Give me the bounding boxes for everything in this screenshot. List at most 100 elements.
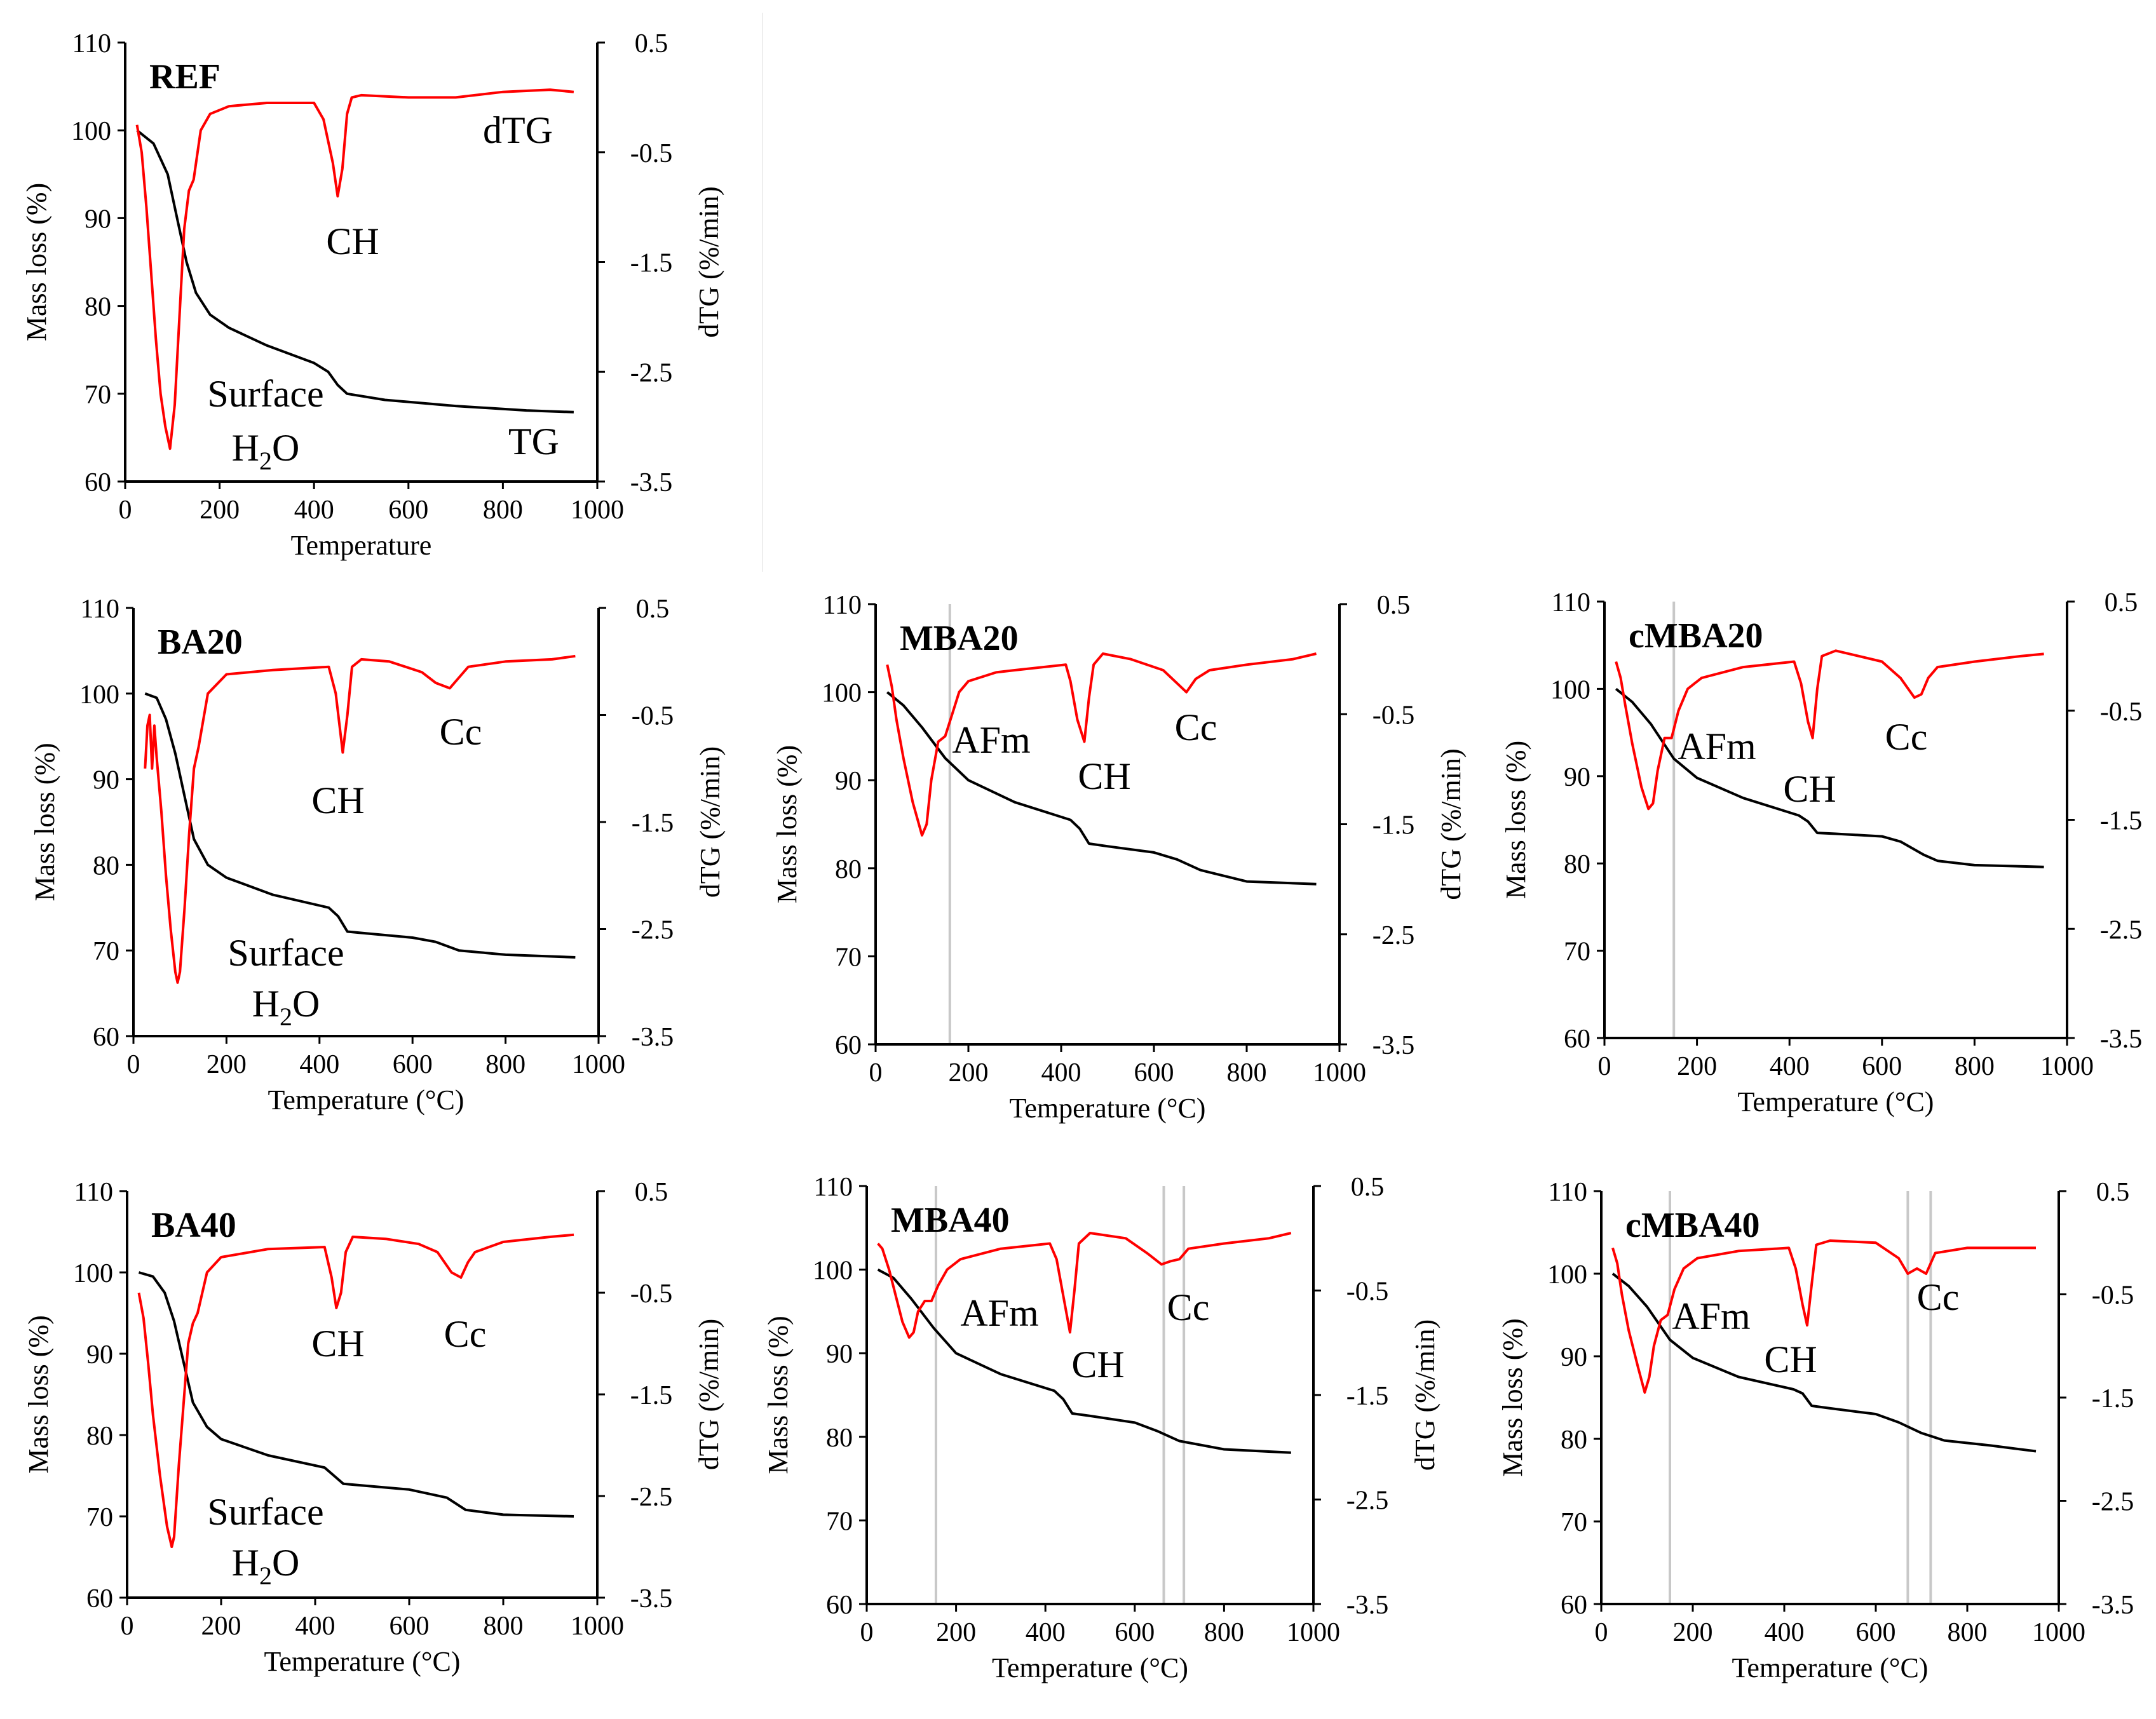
y2-tick-label: -2.5: [632, 916, 674, 945]
y2-axis-label: dTG (%/min): [693, 1319, 724, 1470]
y-tick-label: 110: [72, 29, 111, 58]
y-tick-label: 60: [86, 1584, 113, 1614]
y2-tick-label: 0.5: [635, 1178, 668, 1207]
x-tick-label: 1000: [571, 495, 624, 525]
y-tick-label: 70: [93, 937, 119, 966]
annotation-label: Cc: [1885, 716, 1928, 758]
panel-title: MBA20: [900, 619, 1019, 658]
annotation-label: H2O: [232, 1542, 300, 1590]
x-axis-label: Temperature (°C): [1010, 1093, 1206, 1124]
y-tick-label: 100: [822, 679, 862, 708]
annotation-label: AFm: [960, 1292, 1038, 1334]
x-tick-label: 800: [1955, 1052, 1995, 1081]
panel-ba20: 0 200 400 600 800 1000 60 70 80 90 100 110 -3.5 -2.5 -…: [29, 595, 726, 1116]
y2-tick-label: 0.5: [635, 29, 668, 58]
x-tick-label: 600: [1115, 1618, 1155, 1647]
x-tick-label: 400: [1041, 1058, 1081, 1088]
y2-tick-label: 0.5: [2105, 588, 2138, 617]
panel-title: cMBA40: [1625, 1206, 1760, 1245]
y-tick-label: 110: [81, 595, 119, 624]
x-tick-label: 200: [207, 1050, 247, 1079]
y-tick-label: 80: [85, 293, 111, 322]
tg-line: [136, 129, 574, 414]
y-tick-label: 100: [71, 117, 111, 146]
x-tick-label: 1000: [2040, 1052, 2094, 1081]
y2-tick-label: -3.5: [2100, 1025, 2143, 1054]
panel-title: REF: [149, 57, 220, 97]
x-axis-label: Temperature: [291, 530, 432, 561]
x-tick-label: 600: [1856, 1618, 1896, 1647]
annotation-label: TG: [508, 421, 559, 462]
x-tick-label: 800: [483, 495, 523, 525]
panel-cmba20: 0 200 400 600 800 1000 60 70 80 90 100 110 -3.5 -2.5 -…: [1500, 588, 2143, 1117]
x-tick-label: 800: [485, 1050, 525, 1079]
y2-tick-label: -0.5: [1346, 1277, 1389, 1307]
annotation-label: Surface: [207, 1491, 323, 1533]
y2-tick-label: -1.5: [1346, 1382, 1389, 1411]
y-tick-label: 90: [86, 1340, 113, 1370]
y2-tick-label: -3.5: [632, 1023, 674, 1052]
y-tick-label: 90: [1564, 763, 1590, 792]
y-tick-label: 70: [86, 1503, 113, 1532]
tg-line: [138, 1271, 574, 1518]
panel-title: cMBA20: [1629, 616, 1763, 656]
x-tick-label: 200: [200, 495, 240, 525]
x-tick-label: 800: [1948, 1618, 1988, 1647]
y-tick-label: 70: [826, 1507, 853, 1536]
dtg-line: [144, 654, 576, 984]
x-tick-label: 1000: [1313, 1058, 1366, 1088]
annotation-label: AFm: [1678, 725, 1756, 767]
x-tick-label: 600: [1134, 1058, 1174, 1088]
dtg-line: [886, 652, 1317, 837]
y2-axis-label: dTG (%/min): [2155, 1322, 2156, 1473]
x-tick-label: 400: [1765, 1618, 1805, 1647]
y2-tick-label: -3.5: [630, 1584, 673, 1614]
y2-tick-label: -1.5: [2100, 807, 2143, 836]
y-tick-label: 70: [835, 943, 862, 972]
x-tick-label: 200: [936, 1618, 976, 1647]
tg-line: [144, 692, 576, 959]
y-tick-label: 60: [1561, 1591, 1587, 1620]
dtg-line: [1615, 649, 2044, 811]
dtg-line: [877, 1232, 1292, 1339]
x-tick-label: 0: [119, 495, 132, 525]
y-tick-label: 90: [826, 1340, 853, 1369]
y-tick-label: 90: [93, 766, 119, 795]
y2-tick-label: -1.5: [630, 1381, 673, 1410]
y2-tick-label: -1.5: [2092, 1384, 2134, 1413]
annotation-label: Cc: [1167, 1286, 1210, 1328]
annotation-label: AFm: [1672, 1295, 1750, 1337]
y2-tick-label: -1.5: [1373, 811, 1415, 840]
y2-tick-label: 0.5: [2096, 1178, 2130, 1207]
x-tick-label: 1000: [572, 1050, 625, 1079]
y-tick-label: 100: [73, 1259, 113, 1288]
x-tick-label: 800: [484, 1612, 524, 1641]
y-tick-label: 90: [1561, 1343, 1587, 1372]
annotation-label: Cc: [1175, 706, 1217, 748]
y2-axis-label: dTG (%/min): [1435, 748, 1467, 900]
x-tick-label: 800: [1227, 1058, 1267, 1088]
y2-tick-label: -2.5: [2100, 915, 2143, 945]
y-tick-label: 80: [93, 851, 119, 880]
x-axis-label: Temperature (°C): [992, 1652, 1188, 1683]
y-tick-label: 110: [74, 1178, 113, 1207]
y-axis-label: Mass loss (%): [29, 743, 60, 901]
y-axis-label: Mass loss (%): [1497, 1318, 1528, 1476]
x-tick-label: 0: [1598, 1052, 1611, 1081]
x-tick-label: 400: [295, 1612, 336, 1641]
x-tick-label: 200: [949, 1058, 989, 1088]
x-tick-label: 600: [388, 495, 428, 525]
panel-mba20: 0 200 400 600 800 1000 60 70 80 90 100 110 -3.5 -2.5 -…: [771, 591, 1467, 1124]
y2-tick-label: -2.5: [1346, 1486, 1389, 1516]
tg-line: [1611, 1272, 2037, 1453]
y2-axis-label: dTG (%/min): [695, 746, 726, 898]
y2-tick-label: -0.5: [1373, 701, 1415, 730]
panel-ba40: 0 200 400 600 800 1000 60 70 80 90 100 110 -3.5 -2.5 -…: [23, 1178, 724, 1677]
x-axis-label: Temperature (°C): [268, 1084, 464, 1116]
dtg-line: [135, 88, 574, 450]
x-tick-label: 1000: [571, 1612, 624, 1641]
y-tick-label: 80: [835, 855, 862, 884]
y2-tick-label: 0.5: [636, 595, 670, 624]
y-tick-label: 80: [1561, 1426, 1587, 1455]
